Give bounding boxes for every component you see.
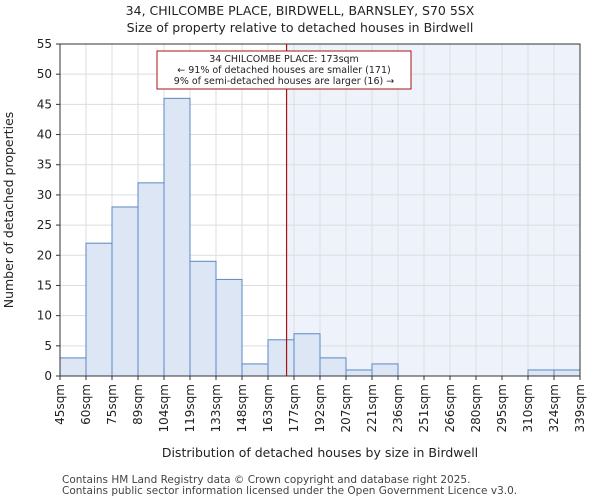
bar-104sqm [163,97,191,377]
bar-192sqm [319,357,347,377]
footer-line-1: Contains HM Land Registry data © Crown c… [62,474,471,486]
x-tick-label-207sqm: 207sqm [339,384,353,432]
x-tick-label-251sqm: 251sqm [417,384,431,432]
x-tick-label-280sqm: 280sqm [469,384,483,432]
chart-subtitle: Size of property relative to detached ho… [126,20,474,35]
larger-region-shading [286,44,580,376]
x-tick-label-119sqm: 119sqm [183,384,197,432]
y-tick-label-0: 0 [44,369,52,383]
y-tick-label-5: 5 [44,339,52,353]
x-tick-label-45sqm: 45sqm [53,384,67,425]
y-tick-label-50: 50 [37,67,52,81]
x-tick-label-89sqm: 89sqm [131,384,145,425]
y-tick-label-55: 55 [37,37,52,51]
bar-75sqm [111,206,139,377]
bar-324sqm [553,369,581,377]
x-tick-label-177sqm: 177sqm [287,384,301,432]
x-tick-label-236sqm: 236sqm [391,384,405,432]
y-tick-label-10: 10 [37,309,52,323]
y-tick-label-25: 25 [37,218,52,232]
bar-207sqm [345,369,373,377]
y-tick-label-35: 35 [37,158,52,172]
x-tick-label-75sqm: 75sqm [105,384,119,425]
x-tick-label-295sqm: 295sqm [495,384,509,432]
x-tick-label-192sqm: 192sqm [313,384,327,432]
annotation-box [156,50,412,90]
x-tick-label-339sqm: 339sqm [573,384,587,432]
annotation-line-2: ← 91% of detached houses are smaller (17… [177,65,390,76]
x-tick-label-104sqm: 104sqm [157,384,171,432]
y-axis-label: Number of detached properties [1,112,16,309]
bar-163sqm [267,339,295,377]
x-tick-label-60sqm: 60sqm [79,384,93,425]
bar-148sqm [241,363,269,377]
bar-310sqm [527,369,555,377]
x-tick-label-163sqm: 163sqm [261,384,275,432]
x-tick-label-133sqm: 133sqm [209,384,223,432]
x-tick-label-324sqm: 324sqm [547,384,561,432]
bar-45sqm [59,357,87,377]
bar-221sqm [371,363,399,377]
y-tick-label-15: 15 [37,278,52,292]
x-tick-label-266sqm: 266sqm [443,384,457,432]
bar-60sqm [85,242,113,377]
x-tick-label-310sqm: 310sqm [521,384,535,432]
bar-89sqm [137,182,165,377]
annotation-line-3: 9% of semi-detached houses are larger (1… [174,76,394,87]
x-axis-label: Distribution of detached houses by size … [162,445,478,460]
y-tick-label-20: 20 [37,248,52,262]
chart-title: 34, CHILCOMBE PLACE, BIRDWELL, BARNSLEY,… [125,3,475,18]
histogram-chart: 0 5 10 15 20 25 30 35 40 45 50 55 45sqm 60sqm 75sqm 89s… [1,37,587,460]
bar-177sqm [293,333,321,377]
bar-119sqm [189,260,217,377]
y-tick-label-40: 40 [37,128,52,142]
y-tick-label-30: 30 [37,188,52,202]
annotation-line-1: 34 CHILCOMBE PLACE: 173sqm [209,54,359,65]
y-tick-label-45: 45 [37,97,52,111]
bar-133sqm [215,278,243,377]
x-tick-label-221sqm: 221sqm [365,384,379,432]
x-tick-label-148sqm: 148sqm [235,384,249,432]
footer-line-2: Contains public sector information licen… [62,485,518,497]
